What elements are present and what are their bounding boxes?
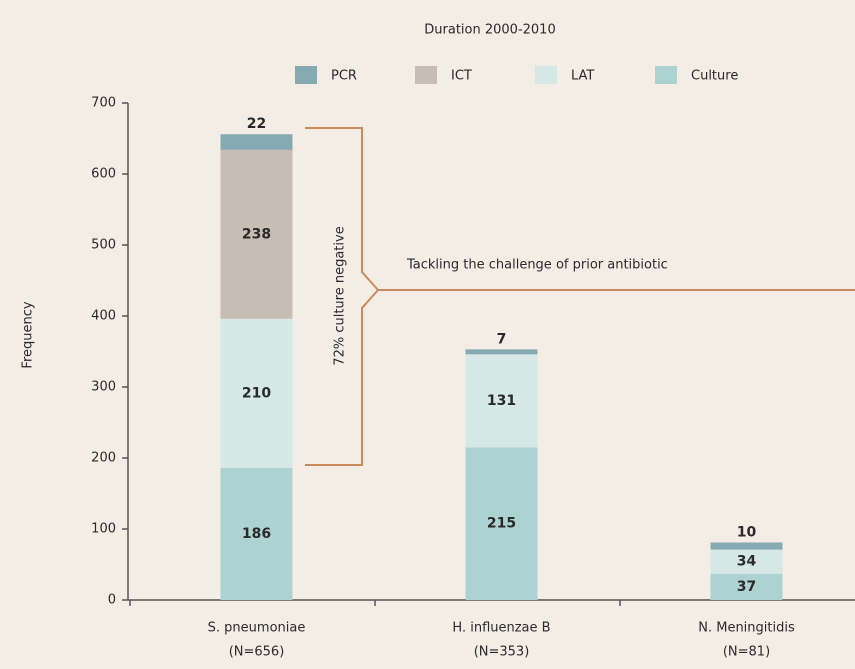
y-tick-label: 600 bbox=[91, 167, 116, 182]
bar-segment bbox=[465, 354, 538, 448]
bar-segment bbox=[220, 318, 293, 468]
legend-swatch bbox=[655, 66, 677, 84]
y-tick-label: 700 bbox=[91, 96, 116, 111]
y-tick-label: 400 bbox=[91, 309, 116, 324]
data-label: 37 bbox=[737, 579, 756, 595]
legend-swatch bbox=[295, 66, 317, 84]
data-label: 10 bbox=[737, 524, 757, 540]
data-label: 215 bbox=[487, 516, 516, 532]
x-tick-label: S. pneumoniae bbox=[208, 621, 306, 636]
bar-segment bbox=[465, 349, 538, 355]
data-label: 210 bbox=[242, 385, 271, 401]
y-tick-label: 300 bbox=[91, 380, 116, 395]
data-label: 186 bbox=[242, 526, 271, 542]
annotation: 72% culture negative bbox=[333, 226, 348, 365]
legend-swatch bbox=[415, 66, 437, 84]
data-label: 34 bbox=[737, 554, 757, 570]
bar-segment bbox=[220, 467, 293, 600]
y-tick-label: 200 bbox=[91, 451, 116, 466]
bar-segment bbox=[220, 134, 293, 150]
legend-label: ICT bbox=[451, 69, 472, 84]
bar-segment bbox=[220, 149, 293, 319]
bar-segment bbox=[710, 549, 783, 574]
data-label: 22 bbox=[247, 116, 266, 132]
data-label: 238 bbox=[242, 226, 271, 242]
annotation: Tackling the challenge of prior antibiot… bbox=[406, 258, 668, 273]
legend-label: Culture bbox=[691, 69, 738, 84]
bar-segment bbox=[710, 542, 783, 550]
bar-segment bbox=[465, 447, 538, 600]
x-tick-label: H. influenzae B bbox=[452, 621, 550, 636]
legend-label: PCR bbox=[331, 69, 357, 84]
x-tick-label: N. Meningitidis bbox=[698, 621, 795, 636]
x-tick-label: (N=81) bbox=[723, 645, 770, 660]
x-tick-label: (N=656) bbox=[229, 645, 285, 660]
x-tick-label: (N=353) bbox=[474, 645, 530, 660]
data-label: 7 bbox=[497, 331, 507, 347]
bar-segment bbox=[710, 573, 783, 600]
legend-swatch bbox=[535, 66, 557, 84]
y-tick-label: 0 bbox=[108, 593, 116, 608]
y-tick-label: 500 bbox=[91, 238, 116, 253]
legend-label: LAT bbox=[571, 69, 594, 84]
data-label: 131 bbox=[487, 393, 516, 409]
chart-title: Duration 2000-2010 bbox=[424, 23, 555, 38]
y-tick-label: 100 bbox=[91, 522, 116, 537]
y-axis-label: Frequency bbox=[21, 301, 36, 368]
